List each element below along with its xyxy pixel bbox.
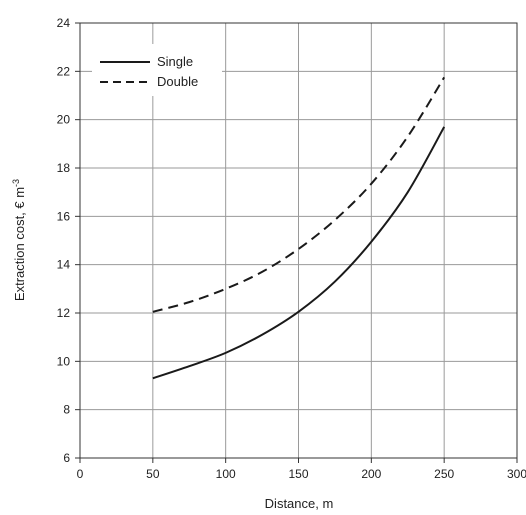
legend-label-single: Single <box>157 54 193 69</box>
x-tick-label: 300 <box>507 467 526 481</box>
y-tick-label: 22 <box>57 64 71 78</box>
y-axis-ticks: 6 8 10 12 14 16 18 20 22 24 <box>57 16 80 465</box>
x-tick-label: 250 <box>434 467 454 481</box>
y-tick-label: 20 <box>57 113 71 127</box>
series-line-single <box>152 126 446 380</box>
y-tick-label: 14 <box>57 258 71 272</box>
y-tick-label: 10 <box>57 354 71 368</box>
series-layer <box>152 76 446 380</box>
y-tick-label: 12 <box>57 306 71 320</box>
x-tick-label: 100 <box>216 467 236 481</box>
legend: Single Double <box>92 44 222 96</box>
y-tick-label: 6 <box>63 451 70 465</box>
x-axis-label: Distance, m <box>265 496 334 511</box>
legend-background <box>92 44 222 96</box>
x-tick-label: 0 <box>77 467 84 481</box>
y-axis-label-superscript: -3 <box>11 179 21 187</box>
x-tick-label: 50 <box>146 467 160 481</box>
y-tick-label: 16 <box>57 209 71 223</box>
y-tick-label: 18 <box>57 161 71 175</box>
x-tick-label: 150 <box>288 467 308 481</box>
legend-label-double: Double <box>157 74 198 89</box>
y-tick-label: 8 <box>63 403 70 417</box>
y-axis-label-text: Extraction cost, € m <box>12 187 27 301</box>
x-axis-ticks: 0 50 100 150 200 250 300 <box>77 458 526 481</box>
y-tick-label: 24 <box>57 16 71 30</box>
y-axis-label: Extraction cost, € m-3 <box>11 179 27 301</box>
x-tick-label: 200 <box>361 467 381 481</box>
series-line-double <box>152 76 446 313</box>
